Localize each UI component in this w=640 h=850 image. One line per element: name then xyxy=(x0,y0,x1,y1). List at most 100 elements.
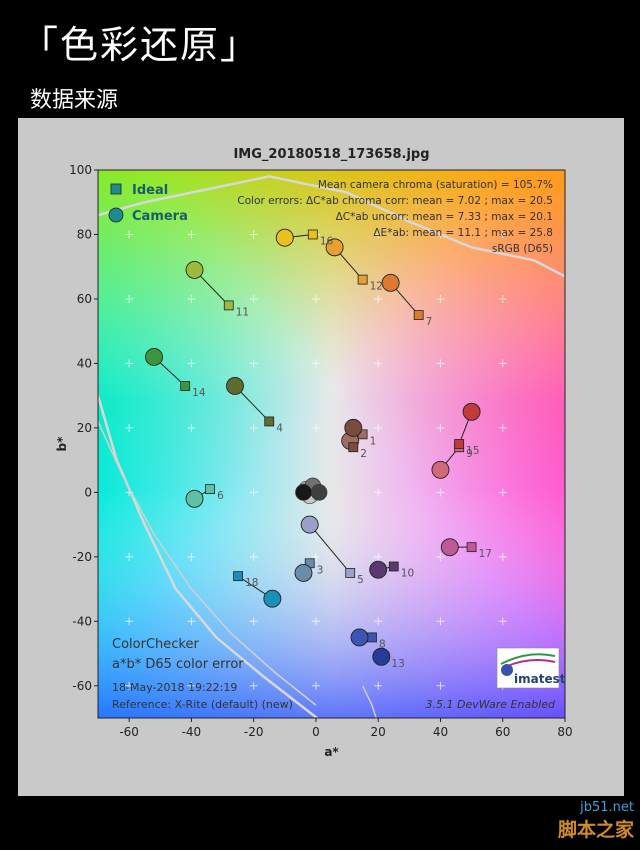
x-tick-label: -40 xyxy=(182,725,202,739)
footer-reference: Reference: X-Rite (default) (new) xyxy=(112,698,293,711)
grid-mark xyxy=(249,681,258,690)
grid-mark xyxy=(436,423,445,432)
neutral-marker xyxy=(310,484,328,501)
grid-mark xyxy=(311,359,320,368)
patch-label-6: 6 xyxy=(217,490,224,502)
error-stats: Mean camera chroma (saturation) = 105.7%… xyxy=(237,179,553,255)
stat-chroma-uncorr: ΔC*ab uncorr: mean = 7.33 ; max = 20.1 xyxy=(336,211,553,223)
grid-mark xyxy=(436,294,445,303)
logo-text: imatest xyxy=(514,672,566,686)
camera-marker-17 xyxy=(440,538,459,557)
error-vector-5 xyxy=(309,524,351,574)
ideal-marker-16 xyxy=(307,229,318,240)
ideal-marker-6 xyxy=(205,484,215,495)
neutral-marker xyxy=(295,484,312,501)
patch-label-1: 1 xyxy=(370,435,377,447)
grid-mark xyxy=(249,359,258,368)
grid-mark xyxy=(125,617,134,626)
camera-marker-2 xyxy=(344,418,363,437)
grid-mark xyxy=(125,423,134,432)
gamut-curve-left xyxy=(98,395,320,718)
stat-chroma: Mean camera chroma (saturation) = 105.7% xyxy=(318,179,553,191)
grid-mark xyxy=(498,294,507,303)
imatest-logo: imatest xyxy=(496,647,566,689)
page-subtitle: 数据来源 xyxy=(30,88,119,113)
x-tick-label: 0 xyxy=(312,725,320,739)
patch-label-12: 12 xyxy=(370,281,383,293)
y-tick-label: 80 xyxy=(77,227,92,241)
legend-ideal-marker xyxy=(110,183,122,195)
grid-mark xyxy=(249,230,258,239)
legend-ideal-label: Ideal xyxy=(132,183,168,198)
ideal-marker-10 xyxy=(388,561,399,572)
stat-delta-e: ΔE*ab: mean = 11.1 ; max = 25.8 xyxy=(373,227,553,239)
x-tick-label: 40 xyxy=(433,725,448,739)
grid-mark xyxy=(374,488,383,497)
patch-label-4: 4 xyxy=(276,422,283,434)
footer-date: 18-May-2018 19:22:19 xyxy=(112,681,237,694)
x-tick-label: 80 xyxy=(557,725,572,739)
grid-mark xyxy=(249,423,258,432)
grid-mark xyxy=(374,359,383,368)
grid-mark xyxy=(436,488,445,497)
grid-mark xyxy=(125,359,134,368)
grid-mark xyxy=(187,294,196,303)
grid-mark xyxy=(374,423,383,432)
y-tick-label: 40 xyxy=(77,356,92,370)
watermark-site: 脚本之家 xyxy=(557,819,634,841)
patch-label-2: 2 xyxy=(360,448,367,460)
y-tick-label: -20 xyxy=(72,550,92,564)
camera-marker-13 xyxy=(372,647,391,666)
patch-label-14: 14 xyxy=(192,387,206,399)
axes: -60 -40 -20 0 20 40 60 80 -60 -40 -20 0 20 40 60 80 100 a… xyxy=(55,163,573,759)
y-tick-label: 60 xyxy=(77,292,92,306)
grid-mark xyxy=(311,681,320,690)
grid-mark xyxy=(374,294,383,303)
camera-marker-6 xyxy=(185,489,204,508)
patch-label-3: 3 xyxy=(317,564,324,576)
ideal-marker-14 xyxy=(180,381,191,391)
patch-label-16: 16 xyxy=(320,235,334,247)
footer-heading: ColorChecker xyxy=(112,637,199,652)
watermark: jb51.net 脚本之家 xyxy=(558,800,634,842)
x-tick-label: -20 xyxy=(244,725,264,739)
legend-camera-label: Camera xyxy=(132,209,188,224)
camera-marker-10 xyxy=(369,560,388,579)
grid-mark xyxy=(187,617,196,626)
grid-mark xyxy=(125,552,134,561)
camera-marker-11 xyxy=(185,260,204,279)
grid-mark xyxy=(498,423,507,432)
grid-mark xyxy=(374,552,383,561)
grid-mark xyxy=(311,552,320,561)
camera-marker-18 xyxy=(263,589,282,608)
patch-label-8: 8 xyxy=(379,638,386,650)
patch-label-13: 13 xyxy=(391,658,404,670)
legend: Ideal Camera xyxy=(108,183,188,224)
legend-camera-marker xyxy=(108,207,124,223)
page-title: 「色彩还原」 xyxy=(20,23,261,67)
grid-mark xyxy=(125,294,134,303)
patch-label-10: 10 xyxy=(401,567,414,579)
camera-marker-12 xyxy=(325,238,344,257)
grid-mark xyxy=(187,230,196,239)
patch-label-11: 11 xyxy=(236,306,249,318)
watermark-domain: jb51.net xyxy=(580,800,634,815)
patch-label-9: 9 xyxy=(466,448,473,460)
ideal-marker-4 xyxy=(264,416,275,427)
patch-label-15: 15 xyxy=(466,445,479,457)
footer-version: 3.5.1 DevWare Enabled xyxy=(426,698,557,711)
plot-frame xyxy=(97,169,566,719)
stat-chroma-corr: Color errors: ΔC*ab chroma corr: mean = … xyxy=(237,195,553,207)
gamut-curve-bottom xyxy=(361,685,377,718)
grid-mark xyxy=(436,552,445,561)
y-tick-label: -40 xyxy=(72,614,92,628)
grid-mark xyxy=(125,681,134,690)
chart-panel: IMG_20180518_173658.jpg 1 2 3 4 5 6 7 8 9 10 11 12 1… xyxy=(18,118,624,796)
grid-mark xyxy=(311,617,320,626)
x-axis-label: a* xyxy=(324,745,339,759)
grid-mark xyxy=(498,552,507,561)
grid-mark xyxy=(249,617,258,626)
grid-mark xyxy=(125,230,134,239)
ab-color-error-chart: IMG_20180518_173658.jpg 1234567891011121… xyxy=(55,147,573,759)
x-tick-label: 20 xyxy=(371,725,386,739)
